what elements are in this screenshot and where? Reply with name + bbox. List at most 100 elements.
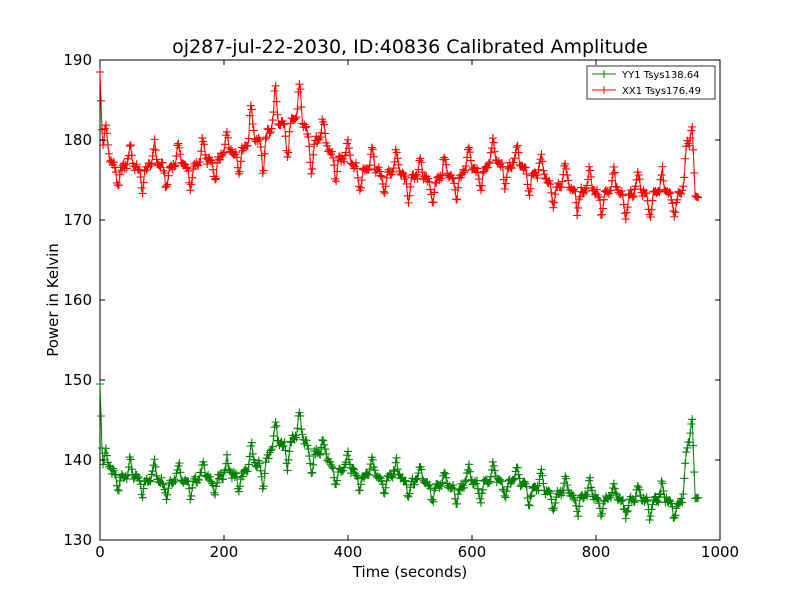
- data-point: [121, 160, 130, 169]
- data-point: [328, 462, 337, 471]
- x-tick-label: 0: [95, 543, 105, 561]
- data-point: [176, 150, 185, 159]
- plot-frame: [99, 59, 721, 541]
- data-point: [149, 461, 158, 470]
- data-point: [454, 183, 463, 192]
- ticks-layer: 0 200 400 600 800 1000 130 140 150 160 170 180 190: [63, 51, 739, 561]
- data-point: [223, 133, 232, 142]
- data-point: [329, 153, 338, 162]
- data-point: [425, 480, 434, 489]
- legend-marker-yy1: [600, 70, 608, 78]
- data-point: [318, 435, 327, 444]
- data-point: [206, 472, 215, 481]
- data-point: [101, 444, 110, 453]
- data-point: [596, 511, 605, 520]
- data-point: [285, 447, 294, 456]
- data-point: [585, 162, 594, 171]
- data-point: [606, 186, 615, 195]
- data-point: [253, 461, 262, 470]
- data-point: [148, 151, 157, 160]
- data-point: [337, 468, 346, 477]
- data-point: [295, 80, 304, 89]
- data-point: [548, 197, 557, 206]
- data-point: [357, 176, 366, 185]
- data-point: [292, 113, 301, 122]
- data-point: [96, 412, 105, 420]
- data-point: [340, 157, 349, 166]
- data-point: [145, 476, 154, 485]
- data-point: [648, 500, 657, 509]
- data-point: [290, 435, 299, 444]
- data-point: [643, 496, 652, 505]
- data-point: [513, 463, 522, 472]
- data-point: [557, 183, 566, 192]
- data-point: [611, 182, 620, 191]
- data-point: [694, 193, 703, 202]
- data-point: [534, 165, 543, 174]
- data-point: [352, 164, 361, 173]
- data-point: [315, 449, 324, 458]
- data-point: [187, 180, 196, 189]
- data-point: [253, 137, 262, 146]
- data-point: [546, 180, 555, 189]
- data-point: [307, 169, 316, 178]
- data-point: [381, 483, 390, 492]
- data-point: [477, 181, 486, 190]
- data-point: [472, 164, 481, 173]
- data-point: [476, 498, 485, 507]
- data-point: [233, 163, 242, 172]
- data-point: [171, 161, 180, 170]
- data-point: [514, 148, 523, 157]
- data-point: [291, 114, 300, 123]
- data-point: [291, 431, 300, 440]
- data-point: [150, 455, 159, 464]
- data-point: [194, 475, 203, 484]
- x-tick-label: 200: [210, 543, 239, 561]
- data-point: [223, 459, 232, 468]
- data-point: [281, 446, 290, 455]
- data-point: [479, 167, 488, 176]
- data-point: [151, 462, 160, 471]
- data-point: [646, 212, 655, 221]
- data-point: [438, 170, 447, 179]
- data-point: [488, 134, 497, 143]
- data-point: [136, 173, 145, 182]
- data-point: [510, 154, 519, 163]
- data-point: [271, 81, 280, 90]
- data-point: [417, 465, 426, 474]
- data-point: [664, 189, 673, 198]
- data-point: [344, 144, 353, 153]
- data-point: [666, 189, 675, 198]
- data-point: [184, 166, 193, 175]
- data-point: [347, 463, 356, 472]
- data-point: [551, 498, 560, 507]
- data-point: [96, 68, 104, 76]
- data-point: [404, 492, 413, 501]
- data-point: [633, 481, 642, 490]
- data-point: [582, 187, 591, 196]
- data-point: [527, 491, 536, 500]
- data-point: [194, 161, 203, 170]
- data-point: [172, 152, 181, 161]
- data-point: [200, 140, 209, 149]
- data-point: [138, 493, 147, 502]
- data-point: [522, 482, 531, 491]
- data-point: [497, 477, 506, 486]
- x-tick-label: 400: [334, 543, 363, 561]
- data-point: [305, 452, 314, 461]
- data-point: [604, 189, 613, 198]
- data-point: [647, 505, 656, 514]
- data-point: [549, 203, 558, 212]
- data-point: [623, 203, 632, 212]
- data-point: [126, 141, 135, 150]
- data-point: [540, 170, 549, 179]
- data-point: [243, 141, 252, 150]
- data-point: [405, 191, 414, 200]
- data-point: [349, 465, 358, 474]
- data-point: [453, 195, 462, 204]
- data-point: [654, 498, 663, 507]
- data-point: [125, 142, 134, 151]
- data-point: [605, 491, 614, 500]
- data-point: [545, 176, 554, 185]
- data-point: [618, 191, 627, 200]
